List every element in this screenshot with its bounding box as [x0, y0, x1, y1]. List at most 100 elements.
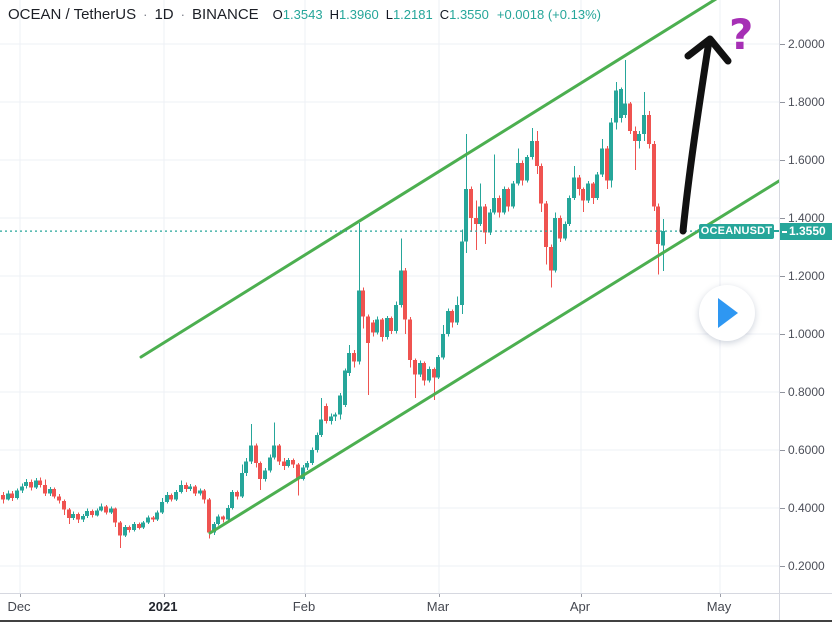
candle[interactable]	[661, 219, 665, 271]
candle[interactable]	[422, 361, 426, 386]
candle[interactable]	[385, 316, 389, 340]
candle[interactable]	[132, 522, 136, 532]
candle[interactable]	[455, 296, 459, 325]
candle[interactable]	[446, 308, 450, 337]
candle[interactable]	[24, 479, 28, 489]
candle[interactable]	[146, 515, 150, 524]
candle[interactable]	[29, 479, 33, 491]
candle[interactable]	[85, 508, 89, 519]
candle[interactable]	[174, 490, 178, 501]
candle[interactable]	[520, 160, 524, 186]
candle[interactable]	[123, 524, 127, 538]
candle[interactable]	[291, 458, 295, 468]
candle[interactable]	[389, 316, 393, 335]
candle[interactable]	[118, 521, 122, 549]
candle[interactable]	[310, 447, 314, 466]
candle[interactable]	[450, 309, 454, 328]
candle[interactable]	[57, 494, 61, 504]
candle[interactable]	[609, 118, 613, 188]
candle[interactable]	[619, 87, 623, 123]
candle[interactable]	[525, 154, 529, 183]
candle[interactable]	[319, 397, 323, 437]
candle[interactable]	[553, 212, 557, 273]
candle[interactable]	[221, 515, 225, 523]
candle[interactable]	[399, 238, 403, 308]
candle[interactable]	[642, 91, 646, 142]
candle[interactable]	[212, 522, 216, 535]
candle[interactable]	[226, 505, 230, 521]
candle[interactable]	[408, 317, 412, 368]
candle[interactable]	[572, 165, 576, 201]
candle[interactable]	[516, 148, 520, 186]
candle[interactable]	[184, 482, 188, 493]
candle[interactable]	[104, 505, 108, 515]
candle[interactable]	[10, 491, 14, 501]
candle[interactable]	[188, 484, 192, 492]
candle[interactable]	[418, 360, 422, 377]
candle[interactable]	[488, 208, 492, 235]
candle[interactable]	[361, 287, 365, 329]
candle[interactable]	[469, 186, 473, 232]
candle[interactable]	[586, 180, 590, 203]
candle[interactable]	[506, 187, 510, 212]
candle[interactable]	[52, 487, 56, 499]
candle[interactable]	[169, 493, 173, 502]
candle[interactable]	[216, 514, 220, 526]
candle[interactable]	[76, 512, 80, 524]
candle[interactable]	[99, 503, 103, 512]
candle[interactable]	[62, 499, 66, 516]
candle[interactable]	[20, 483, 24, 493]
candle[interactable]	[305, 461, 309, 470]
candle[interactable]	[511, 180, 515, 209]
goto-realtime-button[interactable]	[699, 285, 755, 341]
candle[interactable]	[492, 154, 496, 215]
candle[interactable]	[179, 480, 183, 494]
candle[interactable]	[656, 203, 660, 275]
candle[interactable]	[478, 183, 482, 227]
candle[interactable]	[160, 497, 164, 514]
candle[interactable]	[403, 267, 407, 334]
candle[interactable]	[202, 489, 206, 504]
candle[interactable]	[530, 128, 534, 160]
symbol-title[interactable]: OCEAN / TetherUS	[8, 6, 137, 23]
arrow-drawing-head[interactable]	[684, 35, 732, 65]
candle[interactable]	[652, 141, 656, 211]
candle[interactable]	[637, 131, 641, 149]
candle[interactable]	[282, 458, 286, 470]
candle[interactable]	[544, 201, 548, 265]
candle[interactable]	[34, 478, 38, 490]
candle[interactable]	[268, 454, 272, 473]
candle[interactable]	[614, 81, 618, 130]
candle[interactable]	[193, 484, 197, 496]
candle[interactable]	[207, 497, 211, 539]
candle[interactable]	[198, 488, 202, 496]
candle[interactable]	[71, 511, 75, 521]
candle[interactable]	[460, 229, 464, 314]
candle[interactable]	[436, 354, 440, 379]
candle[interactable]	[277, 444, 281, 466]
candle[interactable]	[338, 393, 342, 420]
candle[interactable]	[67, 508, 71, 524]
candle[interactable]	[141, 520, 145, 529]
question-mark-annotation[interactable]: ?	[729, 10, 754, 59]
candle[interactable]	[301, 465, 305, 481]
candle[interactable]	[235, 490, 239, 500]
candle[interactable]	[240, 464, 244, 498]
time-axis[interactable]: Dec 2021 Feb Mar Apr May	[0, 593, 832, 620]
candle[interactable]	[109, 506, 113, 514]
candle[interactable]	[263, 468, 267, 482]
candle[interactable]	[591, 181, 595, 205]
candle[interactable]	[244, 458, 248, 477]
candle[interactable]	[628, 102, 632, 134]
candle[interactable]	[6, 490, 10, 501]
candle[interactable]	[441, 324, 445, 360]
price-line-label[interactable]: OCEANUSDT	[699, 224, 774, 239]
candle[interactable]	[633, 126, 637, 171]
candle[interactable]	[413, 358, 417, 398]
candle[interactable]	[137, 522, 141, 530]
candle[interactable]	[48, 487, 52, 496]
candle[interactable]	[43, 479, 47, 496]
candle[interactable]	[38, 477, 42, 488]
candle[interactable]	[581, 187, 585, 213]
candle[interactable]	[567, 195, 571, 227]
